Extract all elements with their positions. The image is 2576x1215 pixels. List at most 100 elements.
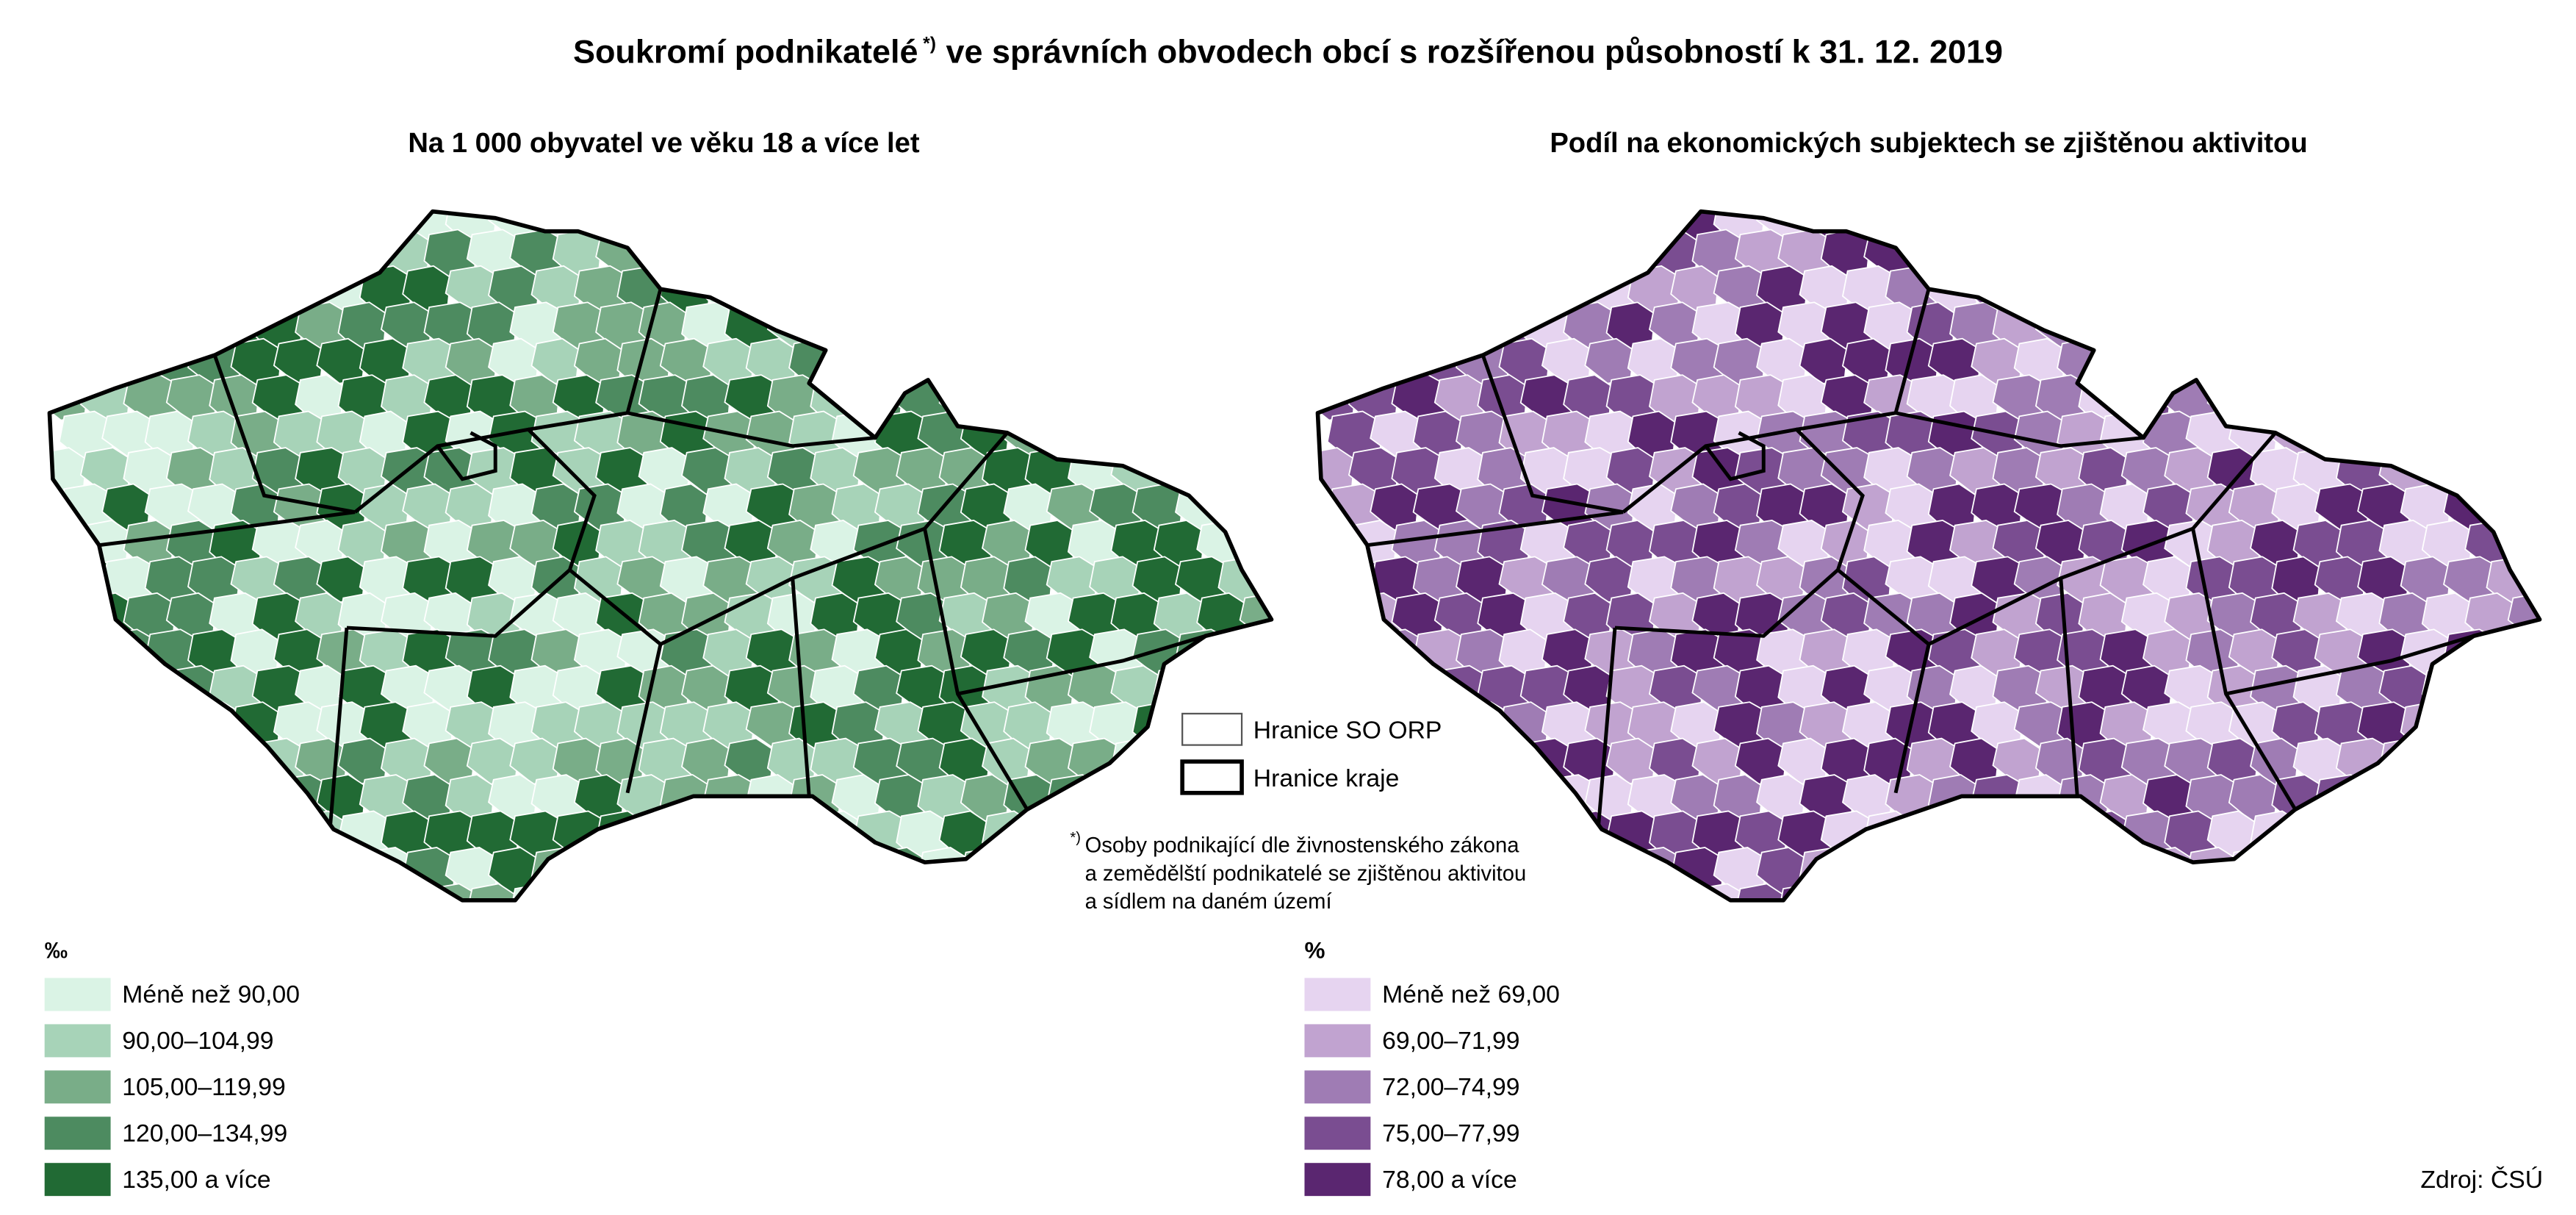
orp-region	[2507, 374, 2540, 425]
orp-region	[745, 774, 796, 823]
orp-region	[1217, 410, 1269, 460]
orp-region	[2164, 229, 2223, 278]
orp-region	[2034, 229, 2088, 280]
orp-region	[938, 883, 999, 900]
orp-region	[1046, 265, 1100, 317]
orp-region	[1283, 520, 1336, 570]
orp-regions	[49, 211, 1336, 900]
orp-region	[2486, 701, 2540, 749]
legend-label: 69,00–71,99	[1382, 1027, 1519, 1055]
orp-region	[1391, 301, 1444, 351]
orp-region	[1174, 211, 1228, 241]
orp-region	[724, 883, 774, 900]
orp-region	[2443, 337, 2497, 387]
orp-region	[724, 229, 779, 278]
orp-region	[638, 810, 697, 861]
orp-region	[316, 211, 372, 247]
orp-region	[1196, 374, 1248, 427]
orp-region	[1627, 211, 1681, 245]
orp-region	[2335, 883, 2389, 900]
orp-region	[2464, 737, 2519, 784]
orp-region	[273, 211, 328, 241]
orp-region	[1391, 737, 1447, 787]
orp-region	[2185, 265, 2241, 314]
legend-label: Méně než 69,00	[1382, 981, 1560, 1008]
orp-region	[2164, 301, 2220, 351]
orp-region	[1841, 846, 1897, 897]
orp-region	[2378, 301, 2437, 353]
orp-region	[1391, 664, 1442, 717]
orp-region	[1283, 302, 1336, 348]
orp-region	[917, 265, 973, 314]
orp-region	[2421, 229, 2474, 284]
orp-region	[1024, 301, 1074, 353]
orp-region	[960, 211, 1012, 243]
orp-region	[2013, 846, 2065, 900]
orp-region	[2378, 374, 2431, 426]
orp-region	[1110, 737, 1165, 792]
orp-region	[1024, 229, 1080, 276]
orp-region	[1217, 211, 1271, 241]
country-outline	[1315, 209, 2542, 903]
orp-region	[1477, 883, 1533, 900]
orp-region	[2314, 211, 2366, 240]
orp-region	[616, 846, 672, 895]
orp-region	[745, 846, 797, 900]
orp-region	[2378, 737, 2433, 792]
orp-region	[2357, 846, 2413, 900]
orp-region	[316, 846, 367, 897]
map	[1315, 209, 2576, 903]
orp-region	[1541, 846, 1594, 900]
orp-region	[1370, 628, 1426, 680]
orp-region	[2486, 265, 2540, 315]
orp-region	[2335, 301, 2394, 354]
orp-region	[2292, 229, 2348, 276]
orp-region	[1456, 211, 1511, 242]
orp-region	[123, 301, 176, 351]
orp-region	[659, 847, 716, 895]
orp-region	[1089, 410, 1145, 459]
orp-region	[2078, 810, 2131, 862]
orp-region	[2551, 520, 2576, 570]
orp-region	[1239, 519, 1272, 573]
orp-region	[1326, 211, 1384, 244]
orp-region	[2443, 774, 2502, 828]
orp-region	[49, 737, 96, 788]
legend-label: 135,00 a více	[122, 1166, 270, 1194]
orp-region	[1927, 211, 1986, 245]
orp-region	[766, 883, 826, 900]
orp-region	[1046, 211, 1098, 240]
border-label: Hranice kraje	[1253, 764, 1400, 792]
orp-region	[187, 211, 242, 242]
orp-region	[2357, 211, 2410, 244]
border-label: Hranice SO ORP	[1253, 717, 1442, 745]
orp-region	[49, 301, 93, 353]
orp-region	[1067, 374, 1126, 427]
orp-region	[1906, 810, 1965, 861]
orp-region	[2099, 211, 2159, 242]
orp-region	[466, 883, 517, 900]
orp-region	[1024, 374, 1082, 423]
orp-region	[1498, 265, 1552, 315]
orp-region	[2528, 847, 2540, 900]
orp-region	[1174, 265, 1227, 318]
orp-region	[1003, 337, 1058, 388]
orp-region	[2314, 265, 2369, 317]
orp-region	[2528, 628, 2540, 683]
orp-region	[101, 211, 156, 243]
orp-region	[2250, 229, 2303, 283]
orp-region	[2314, 337, 2369, 386]
orp-region	[209, 810, 264, 861]
orp-region	[2357, 774, 2408, 825]
orp-region	[295, 810, 348, 863]
orp-region	[680, 229, 740, 278]
orp-region	[58, 628, 111, 683]
legend-swatch	[44, 1024, 111, 1058]
orp-region	[2528, 483, 2540, 536]
orp-region	[2057, 211, 2112, 240]
kraj-border	[2059, 578, 2079, 797]
orp-region	[2057, 265, 2110, 315]
orp-region	[960, 337, 1012, 392]
map-subtitle: Podíl na ekonomických subjektech se zjiš…	[1550, 127, 2307, 159]
orp-regions	[1317, 211, 2576, 900]
